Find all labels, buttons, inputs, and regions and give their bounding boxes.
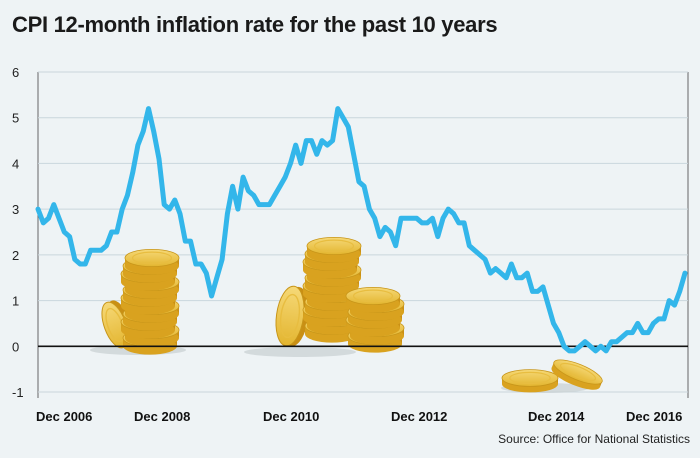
y-tick-label: -1 xyxy=(12,385,24,400)
y-tick-label: 1 xyxy=(12,294,19,309)
coin xyxy=(306,236,362,263)
line-series xyxy=(35,106,688,354)
coin-shadow xyxy=(244,347,356,357)
plot-frame xyxy=(37,72,689,398)
y-tick-label: 2 xyxy=(12,248,19,263)
inflation-line xyxy=(35,106,688,354)
y-tick-label: 4 xyxy=(12,156,19,171)
lying-coin xyxy=(551,359,603,390)
x-tick-label: Dec 2012 xyxy=(391,409,447,424)
x-tick-label: Dec 2006 xyxy=(36,409,92,424)
x-tick-label: Dec 2016 xyxy=(626,409,682,424)
y-tick-label: 6 xyxy=(12,65,19,80)
coin xyxy=(345,286,401,313)
coin xyxy=(124,248,180,275)
chart-title: CPI 12-month inflation rate for the past… xyxy=(12,12,498,37)
y-tick-labels: 6 5 4 3 2 1 0 -1 xyxy=(12,65,24,400)
source-note: Source: Office for National Statistics xyxy=(498,432,690,446)
gold-coins-decoration xyxy=(90,236,603,393)
x-tick-label: Dec 2010 xyxy=(263,409,319,424)
standing-coin xyxy=(275,285,309,347)
y-tick-label: 0 xyxy=(12,339,19,354)
y-tick-label: 3 xyxy=(12,202,19,217)
x-tick-label: Dec 2008 xyxy=(134,409,190,424)
x-tick-label: Dec 2014 xyxy=(528,409,585,424)
x-tick-labels: Dec 2006 Dec 2008 Dec 2010 Dec 2012 Dec 2014… xyxy=(36,409,682,424)
lying-coin xyxy=(501,369,559,393)
y-tick-label: 5 xyxy=(12,111,19,126)
